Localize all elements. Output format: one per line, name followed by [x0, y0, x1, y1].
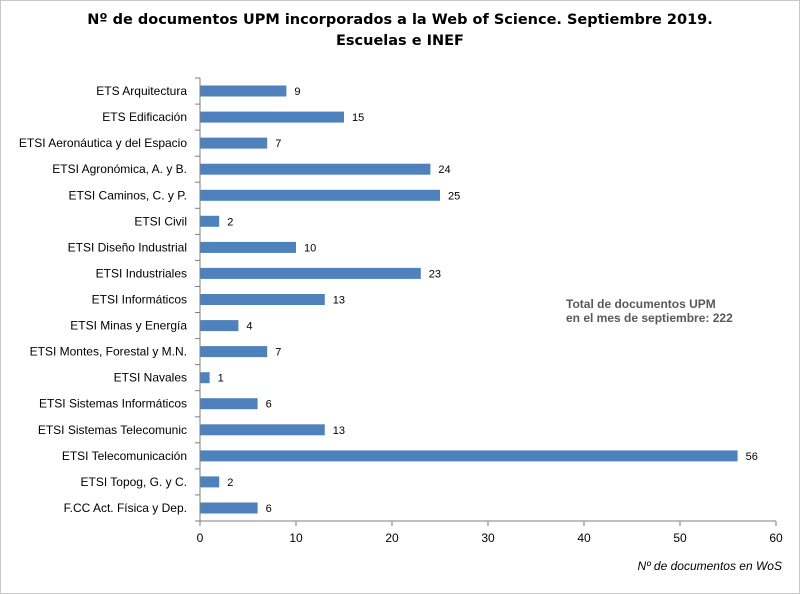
- bar-value-label: 6: [266, 503, 272, 515]
- bar: [200, 502, 258, 514]
- bar-value-label: 6: [266, 399, 272, 411]
- x-tick-label: 20: [385, 531, 399, 545]
- bar: [200, 424, 325, 436]
- bar: [200, 320, 239, 332]
- bar-value-label: 13: [333, 425, 345, 437]
- x-tick-label: 40: [577, 531, 591, 545]
- x-tick-label: 50: [673, 531, 687, 545]
- chart-title-line-1: Nº de documentos UPM incorporados a la W…: [87, 12, 713, 28]
- chart-title: Nº de documentos UPM incorporados a la W…: [0, 10, 800, 52]
- bar-value-label: 2: [227, 477, 233, 489]
- category-label: ETSI Diseño Industrial: [68, 240, 187, 254]
- bar-value-label: 1: [218, 373, 224, 385]
- bar-value-label: 9: [294, 86, 300, 98]
- bar-value-label: 7: [275, 138, 281, 150]
- x-tick-label: 30: [481, 531, 495, 545]
- category-label: ETS Arquitectura: [96, 84, 187, 98]
- bar: [200, 294, 325, 305]
- bar-value-label: 7: [275, 347, 281, 359]
- category-label: ETSI Topog, G. y C.: [81, 475, 188, 489]
- x-axis-title: Nº de documentos en WoS: [638, 559, 782, 573]
- bar: [200, 267, 421, 279]
- category-label: ETSI Informáticos: [92, 293, 187, 307]
- bar: [200, 163, 431, 175]
- bar: [200, 215, 220, 227]
- bar: [200, 85, 287, 97]
- bar: [200, 476, 220, 488]
- bar-value-label: 24: [438, 164, 450, 176]
- category-label: ETS Edificación: [102, 110, 187, 124]
- bar-value-label: 10: [304, 242, 316, 254]
- category-label: ETSI Industriales: [96, 266, 187, 280]
- bar: [200, 346, 268, 358]
- bar: [200, 137, 268, 149]
- chart-title-line-2: Escuelas e INEF: [336, 33, 464, 49]
- category-label: ETSI Agronómica, A. y B.: [52, 162, 187, 176]
- total-annotation-line-2: en el mes de septiembre: 222: [566, 311, 733, 325]
- category-label: ETSI Telecomunicación: [62, 449, 187, 463]
- bar-value-label: 56: [746, 451, 758, 463]
- bar-value-label: 23: [429, 268, 441, 280]
- bar-value-label: 25: [448, 190, 460, 202]
- total-annotation: Total de documentos UPM en el mes de sep…: [566, 297, 733, 325]
- category-label: ETSI Civil: [134, 214, 187, 228]
- category-label: ETSI Minas y Energía: [70, 319, 187, 333]
- x-tick-label: 10: [289, 531, 303, 545]
- category-label: ETSI Caminos, C. y P.: [69, 188, 187, 202]
- category-label: ETSI Aeronáutica y del Espacio: [19, 136, 187, 150]
- x-tick-label: 60: [769, 531, 783, 545]
- x-tick-label: 0: [197, 531, 204, 545]
- bar: [200, 450, 738, 462]
- bar-value-label: 2: [227, 216, 233, 228]
- bar: [200, 241, 296, 253]
- bar: [200, 189, 440, 201]
- category-label: ETSI Montes, Forestal y M.N.: [30, 345, 187, 359]
- category-label: ETSI Sistemas Telecomunic: [38, 423, 187, 437]
- bar: [200, 398, 258, 410]
- bar-value-label: 4: [246, 321, 252, 333]
- bar-value-label: 15: [352, 112, 364, 124]
- total-annotation-line-1: Total de documentos UPM: [566, 297, 716, 311]
- category-label: ETSI Sistemas Informáticos: [39, 397, 187, 411]
- bar: [200, 372, 210, 384]
- category-label: ETSI Navales: [114, 371, 187, 385]
- bar-value-label: 13: [333, 295, 345, 307]
- category-label: F.CC Act. Física y Dep.: [64, 501, 187, 515]
- bar: [200, 111, 344, 123]
